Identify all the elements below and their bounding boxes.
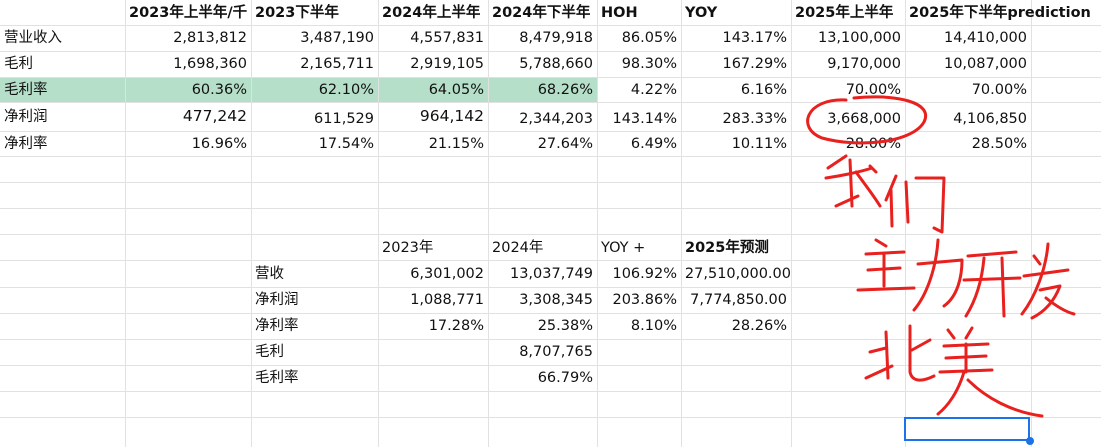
table-cell[interactable]: 70.00% — [971, 82, 1027, 98]
table-cell[interactable]: 477,242 — [182, 107, 247, 125]
header-cell[interactable]: HOH — [601, 5, 638, 21]
table-cell[interactable]: 13,037,749 — [509, 266, 593, 282]
table-cell[interactable]: 68.26% — [537, 82, 593, 98]
row-label[interactable]: 毛利率 — [255, 370, 299, 386]
table-cell[interactable]: 62.10% — [318, 82, 374, 98]
table-cell[interactable]: 283.33% — [722, 111, 787, 127]
table-cell[interactable]: 10.11% — [731, 136, 787, 152]
table-cell[interactable]: 2,165,711 — [300, 56, 374, 72]
table-cell[interactable]: 106.92% — [612, 266, 677, 282]
row-label[interactable]: 净利润 — [255, 292, 299, 308]
table-cell[interactable]: 98.30% — [621, 56, 677, 72]
table-cell[interactable]: 6,301,002 — [410, 266, 484, 282]
table-cell[interactable]: 28.26% — [731, 318, 787, 334]
row-label[interactable]: 毛利 — [255, 344, 284, 360]
row-label[interactable]: 毛利 — [4, 56, 33, 72]
fill-handle[interactable] — [1026, 437, 1034, 445]
table-cell[interactable]: 8,479,918 — [519, 30, 593, 46]
header-cell[interactable]: 2023年 — [382, 240, 434, 256]
table-cell[interactable]: 13,100,000 — [817, 30, 901, 46]
table-cell[interactable]: 16.96% — [191, 136, 247, 152]
table-cell[interactable]: 203.86% — [612, 292, 677, 308]
table-cell[interactable]: 17.28% — [428, 318, 484, 334]
header-cell[interactable]: 2024年下半年 — [492, 5, 591, 21]
row-label[interactable]: 营业收入 — [4, 30, 62, 46]
highlighted-row-gross-margin — [0, 77, 597, 102]
table-cell[interactable]: 143.17% — [722, 30, 787, 46]
table-cell[interactable]: 86.05% — [621, 30, 677, 46]
table-cell[interactable]: 21.15% — [428, 136, 484, 152]
table-cell[interactable]: 7,774,850.00 — [690, 292, 787, 308]
header-cell[interactable]: YOY — [685, 5, 718, 21]
table-cell[interactable]: 143.14% — [612, 111, 677, 127]
header-cell[interactable]: 2024年 — [492, 240, 544, 256]
header-cell[interactable]: YOY + — [601, 240, 646, 256]
header-cell[interactable]: 2025年上半年 — [795, 5, 894, 21]
table-cell[interactable]: 9,170,000 — [827, 56, 901, 72]
table-cell[interactable]: 1,088,771 — [410, 292, 484, 308]
table-cell[interactable]: 60.36% — [191, 82, 247, 98]
table-cell[interactable]: 611,529 — [314, 111, 374, 127]
table-cell[interactable]: 2,813,812 — [173, 30, 247, 46]
table-cell[interactable]: 964,142 — [419, 107, 484, 125]
table-cell[interactable]: 17.54% — [318, 136, 374, 152]
header-cell[interactable]: 2023年上半年/千 — [129, 5, 248, 21]
table-cell[interactable]: 3,308,345 — [519, 292, 593, 308]
table-cell[interactable]: 28.50% — [971, 136, 1027, 152]
table-cell[interactable]: 4,106,850 — [953, 111, 1027, 127]
table-cell[interactable]: 1,698,360 — [173, 56, 247, 72]
row-label[interactable]: 营收 — [255, 266, 284, 282]
table-cell[interactable]: 6.49% — [630, 136, 677, 152]
table-cell[interactable]: 6.16% — [740, 82, 787, 98]
table-cell[interactable]: 27,510,000.00 — [684, 266, 791, 282]
table-cell[interactable]: 4,557,831 — [410, 30, 484, 46]
table-cell[interactable]: 2,344,203 — [519, 111, 593, 127]
table-cell[interactable]: 8,707,765 — [519, 344, 593, 360]
table-cell[interactable]: 8.10% — [630, 318, 677, 334]
selected-cell[interactable] — [904, 417, 1030, 441]
table-cell[interactable]: 5,788,660 — [519, 56, 593, 72]
header-cell[interactable]: 2025年下半年prediction — [909, 5, 1091, 21]
header-cell[interactable]: 2023下半年 — [255, 5, 339, 21]
table-cell[interactable]: 3,668,000 — [827, 111, 901, 127]
table-cell[interactable]: 25.38% — [537, 318, 593, 334]
row-label[interactable]: 净利率 — [4, 136, 48, 152]
row-label[interactable]: 净利润 — [4, 109, 48, 125]
header-cell[interactable]: 2024年上半年 — [382, 5, 481, 21]
table-cell[interactable]: 167.29% — [722, 56, 787, 72]
table-cell[interactable]: 3,487,190 — [300, 30, 374, 46]
table-cell[interactable]: 70.00% — [845, 82, 901, 98]
table-cell[interactable]: 14,410,000 — [943, 30, 1027, 46]
table-cell[interactable]: 64.05% — [428, 82, 484, 98]
row-label[interactable]: 毛利率 — [4, 82, 48, 98]
table-cell[interactable]: 66.79% — [537, 370, 593, 386]
row-label[interactable]: 净利率 — [255, 318, 299, 334]
table-cell[interactable]: 10,087,000 — [943, 56, 1027, 72]
table-cell[interactable]: 2,919,105 — [410, 56, 484, 72]
table-cell[interactable]: 27.64% — [537, 136, 593, 152]
header-cell[interactable]: 2025年预测 — [685, 240, 769, 256]
table-cell[interactable]: 4.22% — [630, 82, 677, 98]
